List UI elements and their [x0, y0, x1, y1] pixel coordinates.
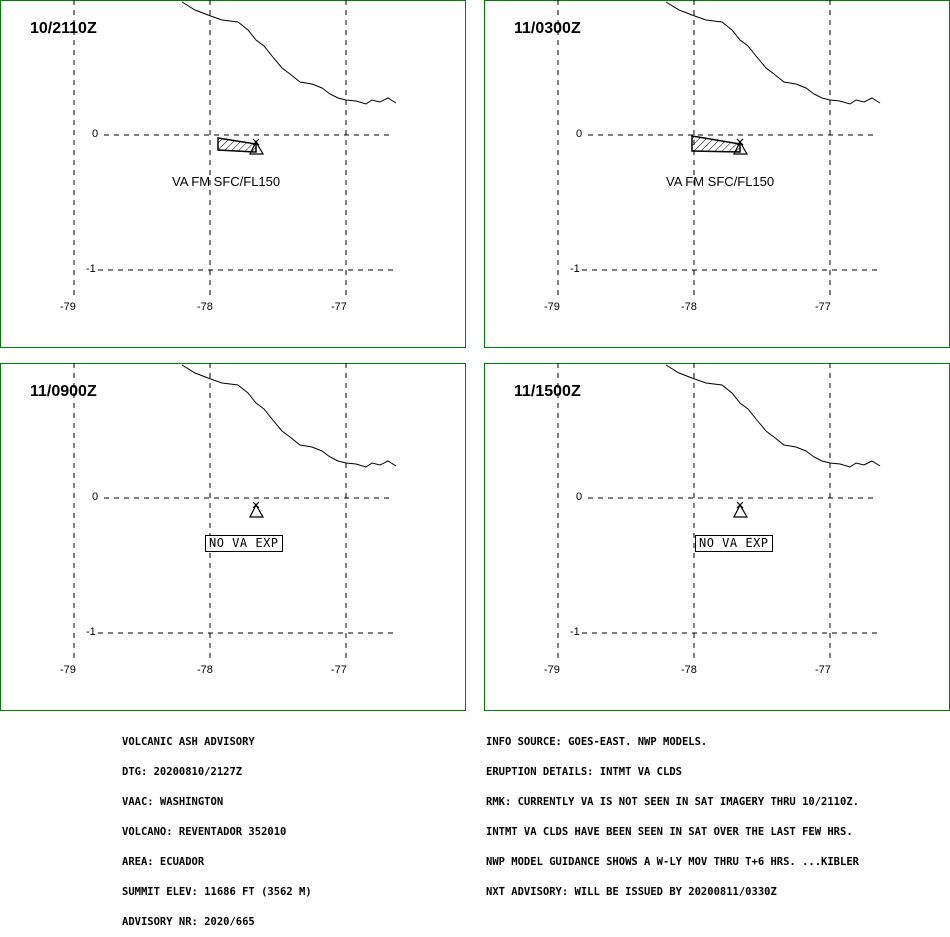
forecast-time: 11/0300Z: [514, 20, 581, 37]
advisory-line: NXT ADVISORY: WILL BE ISSUED BY 20200811…: [486, 886, 777, 898]
advisory-line: VOLCANO: REVENTADOR 352010: [122, 826, 287, 838]
graticule: [557, 363, 878, 661]
advisory-line: AREA: ECUADOR: [122, 856, 205, 868]
advisory-line: NWP MODEL GUIDANCE SHOWS A W-LY MOV THRU…: [486, 856, 859, 868]
lat-label-minus1: -1: [86, 263, 96, 275]
ash-altitude-label: VA FM SFC/FL150: [666, 174, 775, 189]
forecast-panel-4: 11/1500Z 0 -1 -79 -78 -77 NO VA EXP: [484, 363, 950, 711]
coastline: [665, 1, 881, 105]
forecast-panel-2: 11/0300Z 0 -1 -79 -78 -77 VA FM SFC/FL15…: [484, 0, 950, 348]
lon-label-77: -77: [815, 664, 831, 676]
lon-label-78: -78: [681, 301, 697, 313]
advisory-remarks-block: INFO SOURCE: GOES-EAST. NWP MODELS. ERUP…: [486, 717, 859, 907]
ash-cloud-polygon: [691, 135, 741, 153]
map-frame: [0, 0, 466, 348]
forecast-panel-3: 11/0900Z 0 -1 -79 -78 -77 NO VA EXP: [0, 363, 466, 711]
advisory-line: RMK: CURRENTLY VA IS NOT SEEN IN SAT IMA…: [486, 796, 859, 808]
volcano-icon: [733, 501, 749, 518]
graticule: [73, 363, 394, 661]
map-frame: [0, 363, 466, 711]
lat-label-0: 0: [92, 491, 99, 503]
advisory-line: INTMT VA CLDS HAVE BEEN SEEN IN SAT OVER…: [486, 826, 853, 838]
lon-label-79: -79: [544, 664, 560, 676]
lat-label-0: 0: [92, 128, 99, 140]
lon-label-78: -78: [197, 301, 213, 313]
lon-label-79: -79: [60, 664, 76, 676]
advisory-line: DTG: 20200810/2127Z: [122, 766, 243, 778]
lat-label-0: 0: [576, 491, 583, 503]
volcano-icon: [733, 138, 749, 155]
lon-label-79: -79: [544, 301, 560, 313]
graticule: [73, 0, 394, 298]
coastline: [665, 364, 881, 468]
forecast-time: 11/0900Z: [30, 383, 97, 400]
advisory-line: VOLCANIC ASH ADVISORY: [122, 736, 255, 748]
advisory-line: ERUPTION DETAILS: INTMT VA CLDS: [486, 766, 682, 778]
no-ash-expected-box: NO VA EXP: [695, 535, 773, 552]
lon-label-78: -78: [681, 664, 697, 676]
forecast-time: 11/1500Z: [514, 383, 581, 400]
lon-label-79: -79: [60, 301, 76, 313]
advisory-header-block: VOLCANIC ASH ADVISORY DTG: 20200810/2127…: [122, 717, 312, 937]
lat-label-0: 0: [576, 128, 583, 140]
lon-label-77: -77: [331, 301, 347, 313]
ash-altitude-label: VA FM SFC/FL150: [172, 174, 281, 189]
graticule: [557, 0, 878, 298]
no-ash-expected-box: NO VA EXP: [205, 535, 283, 552]
volcano-icon: [249, 501, 265, 518]
forecast-panel-1: 10/2110Z 0 -1 -79 -78 -77 VA FM SFC/FL15…: [0, 0, 466, 348]
lon-label-78: -78: [197, 664, 213, 676]
volcano-icon: [249, 138, 265, 155]
coastline: [181, 1, 397, 105]
lon-label-77: -77: [815, 301, 831, 313]
lat-label-minus1: -1: [570, 263, 580, 275]
lat-label-minus1: -1: [86, 626, 96, 638]
ash-cloud-polygon: [217, 137, 257, 153]
lon-label-77: -77: [331, 664, 347, 676]
lat-label-minus1: -1: [570, 626, 580, 638]
advisory-line: SUMMIT ELEV: 11686 FT (3562 M): [122, 886, 312, 898]
coastline: [181, 364, 397, 468]
advisory-line: ADVISORY NR: 2020/665: [122, 916, 255, 928]
advisory-line: VAAC: WASHINGTON: [122, 796, 224, 808]
forecast-time: 10/2110Z: [30, 20, 97, 37]
advisory-line: INFO SOURCE: GOES-EAST. NWP MODELS.: [486, 736, 708, 748]
